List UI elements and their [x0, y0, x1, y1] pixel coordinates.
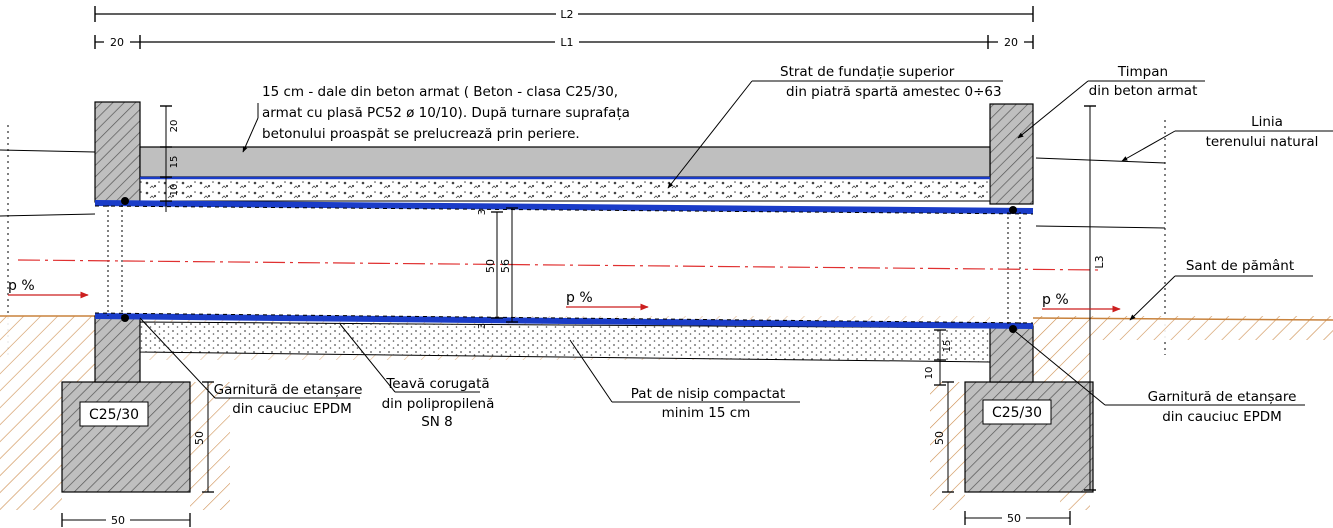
dimension-end-right: 20: [1004, 36, 1018, 49]
dimension-foundation-left: 50 50: [61, 381, 214, 527]
gasket-left-line1: Garnitură de etanșare: [214, 382, 363, 398]
pipe-line2: din polipropilenă: [382, 396, 495, 412]
base-course-line2: din piatră spartă amestec 0÷63: [786, 84, 1002, 100]
sand-bed-note: Pat de nisip compactat minim 15 cm: [569, 339, 800, 421]
ground-line1: Linia: [1251, 114, 1283, 130]
slope-left-label: p %: [8, 278, 35, 294]
dimension-outer-diameter: 56: [499, 259, 512, 273]
dimension-l2-label: L2: [560, 8, 573, 21]
foundation-left: C25/30: [61, 381, 191, 493]
dimension-foundation-right: 50 50: [933, 381, 1071, 525]
slab-note-line3: betonului proaspăt se prelucrează prin p…: [262, 126, 580, 142]
gasket-right-line1: Garnitură de etanșare: [1148, 389, 1297, 405]
dimension-found-width-left: 50: [111, 514, 125, 527]
foundation-right: C25/30: [964, 381, 1094, 493]
ground-note: Linia terenului natural: [1121, 114, 1333, 162]
pipe-axis: [17, 259, 1101, 271]
dimension-l2: L2: [94, 6, 1034, 22]
pipe-line3: SN 8: [421, 414, 453, 430]
slope-right-label: p %: [1042, 292, 1069, 308]
headwall-note: Timpan din beton armat: [1017, 64, 1205, 139]
gasket-right-line2: din cauciuc EPDM: [1162, 409, 1282, 425]
slope-center: p %: [566, 290, 649, 311]
ditch-note: Sant de pământ: [1129, 258, 1313, 321]
dimension-bedding: 15 10: [924, 329, 953, 386]
base-course-note: Strat de fundație superior din piatră sp…: [667, 64, 1003, 189]
gasket-right-note: Garnitură de etanșare din cauciuc EPDM: [1015, 331, 1305, 425]
slab-note-line2: armat cu plasă PC52 ø 10/10). După turna…: [262, 105, 630, 121]
dimension-wall-top: 3: [477, 209, 488, 215]
headwall-line1: Timpan: [1117, 64, 1168, 80]
dimension-l1-label: L1: [560, 36, 573, 49]
slope-right: p %: [1042, 292, 1121, 313]
dimension-l3-label: L3: [1093, 255, 1106, 268]
dimension-l3: L3: [1084, 105, 1106, 491]
dimension-slab-15: 15: [169, 156, 180, 169]
dimension-slab-stack: 20 15 10: [160, 105, 180, 212]
slab-note-line1: 15 cm - dale din beton armat ( Beton - c…: [262, 84, 618, 100]
gasket-left-note: Garnitură de etanșare din cauciuc EPDM: [139, 317, 363, 417]
sand-bed-line1: Pat de nisip compactat: [631, 386, 785, 402]
base-course: [139, 176, 991, 202]
ditch-label: Sant de pământ: [1186, 258, 1294, 274]
slope-center-label: p %: [566, 290, 593, 306]
concrete-class-left: C25/30: [89, 407, 139, 423]
ground-line2: terenului natural: [1206, 134, 1319, 150]
headwall-right: [989, 103, 1034, 383]
dimension-wall-bottom: 3: [477, 323, 488, 329]
dimension-pipe: 50 56 3 3: [477, 207, 518, 329]
dimension-inner-diameter: 50: [484, 259, 497, 273]
dimension-slab-20: 20: [169, 120, 180, 133]
slope-left: p %: [8, 278, 89, 299]
concrete-class-right: C25/30: [992, 405, 1042, 421]
slab-note: 15 cm - dale din beton armat ( Beton - c…: [242, 84, 630, 153]
terrain-lines: [0, 120, 1166, 355]
pipe-note: Teavă corugată din polipropilenă SN 8: [339, 323, 495, 430]
headwall-line2: din beton armat: [1089, 83, 1198, 99]
dimension-l1: 20 L1 20: [94, 35, 1034, 49]
base-course-line1: Strat de fundație superior: [780, 64, 955, 80]
dimension-layer-10: 10: [169, 184, 180, 197]
dimension-bed-10: 10: [924, 367, 935, 380]
headwall-left: [94, 101, 141, 383]
dimension-found-height-right: 50: [933, 431, 946, 445]
dimension-found-width-right: 50: [1007, 512, 1021, 525]
sand-bed-line2: minim 15 cm: [662, 405, 751, 421]
dimension-found-height-left: 50: [193, 431, 206, 445]
concrete-slab: [139, 146, 991, 178]
dimension-end-left: 20: [110, 36, 124, 49]
pipe-line1: Teavă corugată: [385, 376, 489, 392]
dimension-bed-15: 15: [942, 340, 953, 353]
gasket-left-line2: din cauciuc EPDM: [232, 401, 352, 417]
